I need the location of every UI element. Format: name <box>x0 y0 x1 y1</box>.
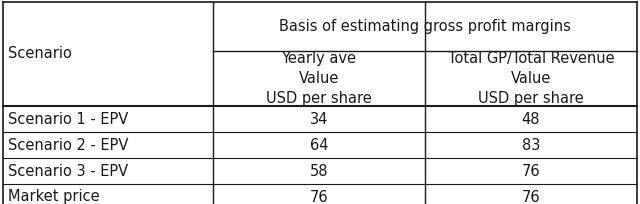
Text: Basis of estimating gross profit margins: Basis of estimating gross profit margins <box>279 19 571 34</box>
Text: 48: 48 <box>522 112 540 126</box>
Text: 64: 64 <box>310 137 328 153</box>
Text: 76: 76 <box>310 190 328 204</box>
Text: Scenario: Scenario <box>8 47 72 61</box>
Text: 58: 58 <box>310 163 328 178</box>
Text: 76: 76 <box>522 163 540 178</box>
Text: Scenario 3 - EPV: Scenario 3 - EPV <box>8 163 128 178</box>
Text: Total GP/Total Revenue
Value
USD per share: Total GP/Total Revenue Value USD per sha… <box>448 51 614 106</box>
Text: Scenario 1 - EPV: Scenario 1 - EPV <box>8 112 128 126</box>
Text: 83: 83 <box>522 137 540 153</box>
Text: Yearly ave
Value
USD per share: Yearly ave Value USD per share <box>266 51 372 106</box>
Text: Market price: Market price <box>8 190 100 204</box>
Text: 34: 34 <box>310 112 328 126</box>
Text: 76: 76 <box>522 190 540 204</box>
Text: Scenario 2 - EPV: Scenario 2 - EPV <box>8 137 129 153</box>
